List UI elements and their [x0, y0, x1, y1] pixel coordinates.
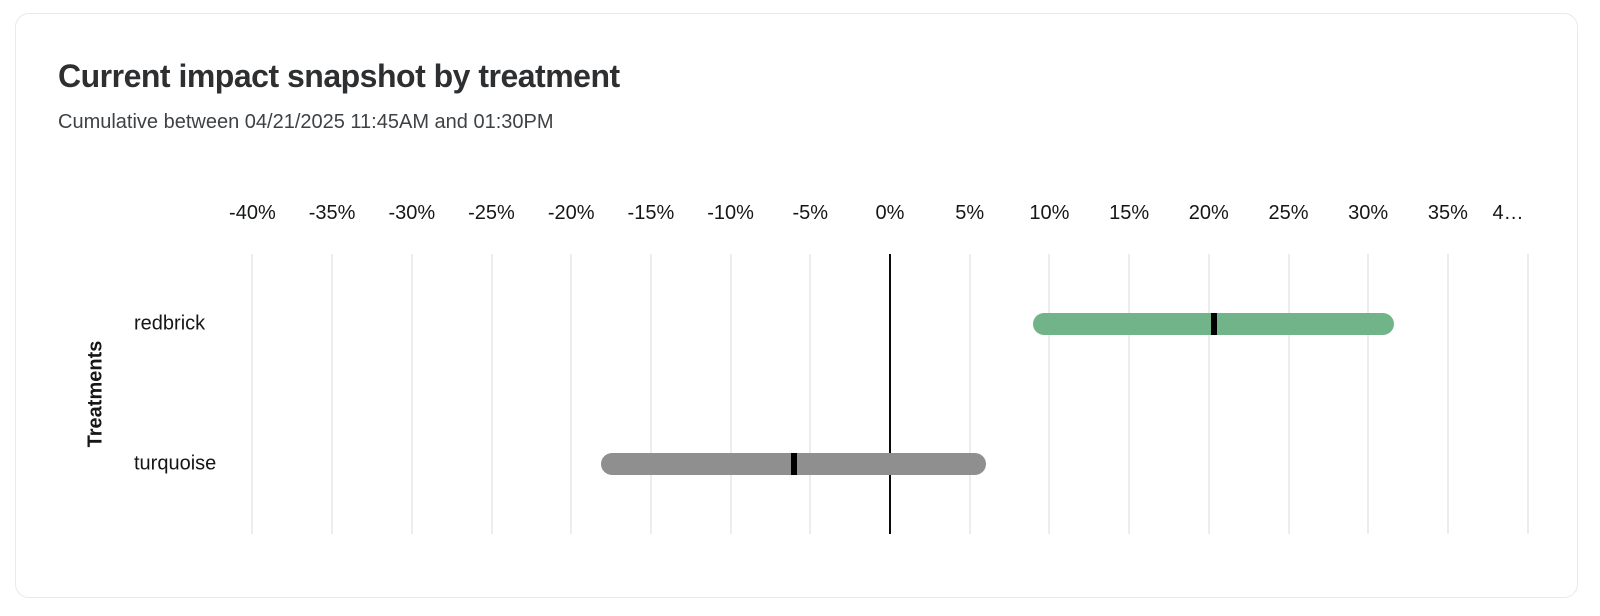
x-tick-label: -15%	[627, 202, 675, 224]
x-tick-label: -35%	[308, 202, 356, 224]
chart-title: Current impact snapshot by treatment	[58, 58, 620, 94]
x-tick-label: 0%	[875, 202, 905, 224]
gridline	[1207, 254, 1210, 534]
gridline	[410, 254, 413, 534]
x-tick-label: -25%	[468, 202, 515, 224]
gridline	[331, 254, 334, 534]
x-tick-label: 35%	[1427, 202, 1468, 224]
gridline	[649, 254, 652, 534]
y-axis-title: Treatments	[84, 340, 107, 448]
x-tick-label: -10%	[707, 202, 754, 224]
gridline	[1048, 254, 1051, 534]
gridline	[251, 254, 254, 534]
gridline	[1446, 254, 1449, 534]
x-tick-label: -40%	[229, 202, 276, 224]
x-tick-label: 20%	[1188, 202, 1229, 224]
midpoint-marker-turquoise	[791, 453, 798, 475]
x-tick-label: 4…	[1492, 202, 1524, 224]
midpoint-marker-redbrick	[1210, 313, 1217, 335]
gridline	[570, 254, 573, 534]
gridline	[1367, 254, 1370, 534]
zero-axis-line	[889, 254, 891, 534]
gridline	[729, 254, 732, 534]
x-tick-label: 30%	[1348, 202, 1389, 224]
gridline	[490, 254, 493, 534]
category-label-turquoise: turquoise	[134, 452, 217, 475]
impact-snapshot-card: Current impact snapshot by treatment Cum…	[15, 13, 1578, 598]
x-tick-label: 10%	[1029, 202, 1070, 224]
gridline	[968, 254, 971, 534]
x-tick-label: -30%	[388, 202, 436, 224]
x-tick-label: 15%	[1109, 202, 1150, 224]
x-tick-label: -20%	[547, 202, 595, 224]
gridline	[1526, 254, 1529, 534]
gridline	[809, 254, 812, 534]
gridline	[1287, 254, 1290, 534]
x-tick-label: 25%	[1268, 202, 1309, 224]
category-label-redbrick: redbrick	[134, 312, 206, 335]
x-tick-label: -5%	[792, 202, 829, 224]
chart-subtitle: Cumulative between 04/21/2025 11:45AM an…	[58, 111, 554, 133]
gridline	[1128, 254, 1131, 534]
x-tick-label: 5%	[955, 202, 985, 224]
